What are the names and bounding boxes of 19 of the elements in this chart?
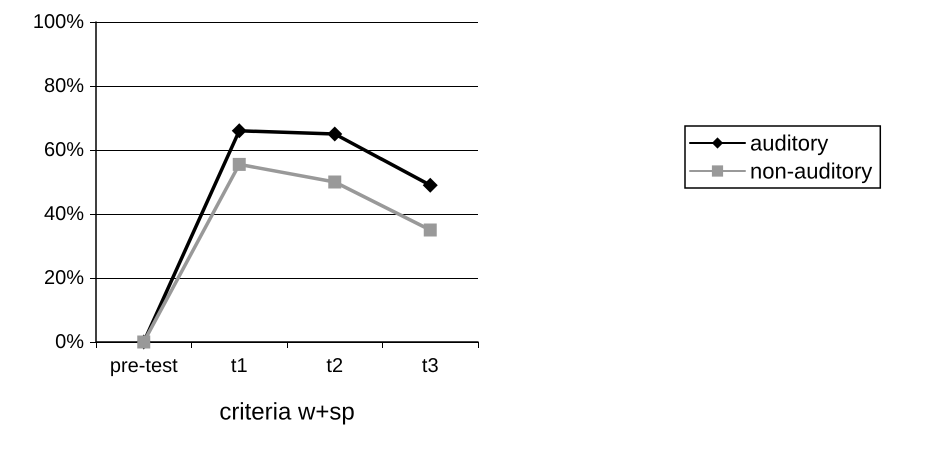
x-tick-label: t1 [230, 355, 248, 377]
legend-label: non-auditory [750, 158, 872, 184]
y-tick-label: 20% [44, 267, 84, 289]
point [232, 123, 247, 138]
legend-label: auditory [750, 130, 828, 156]
x-tick-label: t2 [326, 355, 344, 377]
point [327, 126, 342, 142]
x-tick-label: t3 [422, 355, 439, 377]
point [232, 158, 246, 171]
point [424, 224, 437, 236]
y-tick-label: 80% [44, 75, 84, 97]
x-axis-title: criteria w+sp [219, 398, 355, 426]
x-tick-label: pre-test [110, 355, 178, 377]
y-tick-label: 100% [32, 11, 84, 33]
y-tick-label: 40% [44, 203, 84, 225]
y-tick-label: 0% [55, 331, 84, 353]
point [328, 176, 342, 188]
point [422, 178, 438, 193]
y-tick-label: 60% [44, 139, 84, 161]
